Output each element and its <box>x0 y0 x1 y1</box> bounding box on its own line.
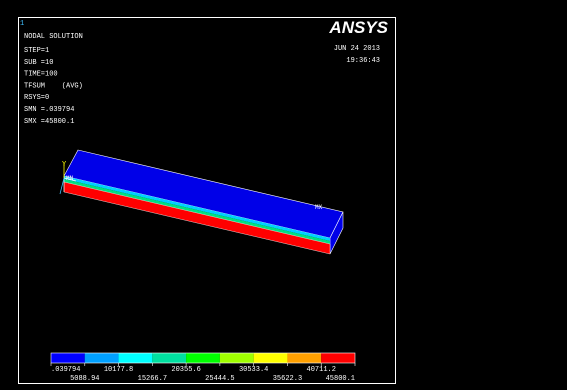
legend-label: 25444.5 <box>205 375 234 383</box>
max-label: MX <box>315 204 323 211</box>
legend-swatch <box>186 353 220 363</box>
legend-label: 5088.94 <box>70 375 99 383</box>
window-number: 1 <box>20 20 24 28</box>
legend-swatch <box>85 353 119 363</box>
min-label: MN <box>66 175 74 182</box>
time: 19:36:43 <box>346 57 380 65</box>
legend-label: .039794 <box>51 366 80 374</box>
info-line: STEP=1 <box>24 47 49 55</box>
info-line: RSYS=0 <box>24 94 49 102</box>
legend-label: 30533.4 <box>239 366 268 374</box>
legend-swatch <box>51 353 85 363</box>
legend-swatch <box>254 353 288 363</box>
date: JUN 24 2013 <box>334 45 380 53</box>
legend-label: 20355.6 <box>171 366 200 374</box>
legend-swatch <box>119 353 153 363</box>
legend-swatch <box>220 353 254 363</box>
legend-label: 45800.1 <box>326 375 355 383</box>
info-line: SUB =10 <box>24 59 53 67</box>
info-line: SMN =.039794 <box>24 106 74 114</box>
page: 1 NODAL SOLUTION STEP=1 SUB =10 TIME=100 TF… <box>0 0 567 390</box>
legend-label: 40711.2 <box>307 366 336 374</box>
info-line: TFSUM (AVG) <box>24 82 83 90</box>
legend-swatch <box>321 353 355 363</box>
legend-label: 10177.8 <box>104 366 133 374</box>
graphics-window: 1 NODAL SOLUTION STEP=1 SUB =10 TIME=100 TF… <box>0 0 567 390</box>
legend-swatch <box>152 353 186 363</box>
info-line: SMX =45800.1 <box>24 118 74 126</box>
logo: ANSYS <box>328 18 388 37</box>
legend-swatch <box>287 353 321 363</box>
legend-label: 15266.7 <box>138 375 167 383</box>
title: NODAL SOLUTION <box>24 33 83 41</box>
legend-label: 35622.3 <box>273 375 302 383</box>
info-line: TIME=100 <box>24 71 58 79</box>
